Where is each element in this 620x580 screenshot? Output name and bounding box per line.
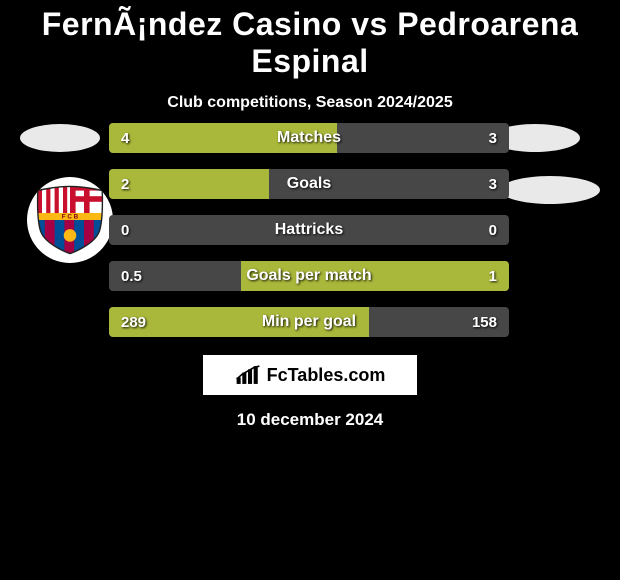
fcb-crest-icon: F C B — [35, 185, 105, 255]
stat-bar-label: Matches — [109, 123, 509, 153]
player1-badge-placeholder — [20, 124, 100, 152]
stat-bar-label: Goals per match — [109, 261, 509, 291]
brand-box: FcTables.com — [202, 354, 418, 396]
svg-text:F C B: F C B — [62, 214, 79, 221]
comparison-infographic: FernÃ¡ndez Casino vs Pedroarena Espinal … — [0, 0, 620, 580]
stat-bar-label: Goals — [109, 169, 509, 199]
stat-bars: 43Matches 23Goals 00Hattricks 0.51Goals per… — [109, 123, 509, 337]
bar-chart-icon — [235, 364, 261, 386]
player2-club-placeholder — [500, 176, 600, 204]
stat-bar-label: Min per goal — [109, 307, 509, 337]
player1-club-badge: F C B — [27, 177, 113, 263]
stat-bar: 43Matches — [109, 123, 509, 153]
stat-bar: 289158Min per goal — [109, 307, 509, 337]
stat-bar: 00Hattricks — [109, 215, 509, 245]
page-title: FernÃ¡ndez Casino vs Pedroarena Espinal — [0, 0, 620, 80]
brand-text: FcTables.com — [267, 365, 386, 386]
subtitle: Club competitions, Season 2024/2025 — [0, 94, 620, 112]
stat-bar-label: Hattricks — [109, 215, 509, 245]
stat-bar: 0.51Goals per match — [109, 261, 509, 291]
stat-bar: 23Goals — [109, 169, 509, 199]
date: 10 december 2024 — [0, 410, 620, 430]
